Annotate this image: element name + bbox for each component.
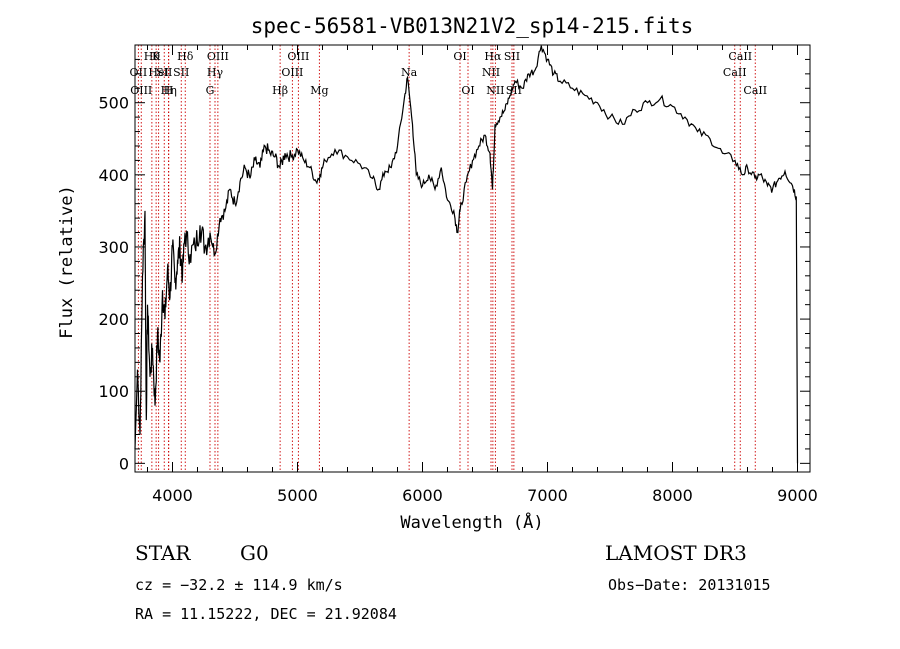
x-axis-ticks: 4000 5000 6000 7000 8000 9000 bbox=[147, 45, 818, 505]
spectral-line-label: OII bbox=[130, 66, 148, 79]
redshift-velocity: cz = −32.2 ± 114.9 km/s bbox=[135, 576, 343, 594]
spectral-line-label: Hα bbox=[484, 50, 502, 63]
spectral-line-label: OIII bbox=[207, 50, 229, 63]
spectral-line-label: OIII bbox=[287, 50, 309, 63]
sky-coordinates: RA = 11.15222, DEC = 21.92084 bbox=[135, 605, 397, 623]
spectral-line-label: OIII bbox=[281, 66, 303, 79]
spectral-line-label: Hβ bbox=[272, 84, 288, 97]
spectral-line-label: SII bbox=[506, 84, 522, 97]
spectral-line-label: NII bbox=[482, 66, 500, 79]
spectral-line-label: HeI bbox=[148, 66, 168, 79]
x-tick-label: 9000 bbox=[777, 486, 818, 505]
spectral-line-label: NII bbox=[486, 84, 504, 97]
spectral-line-label: CaII bbox=[728, 50, 752, 63]
x-tick-label: 5000 bbox=[277, 486, 318, 505]
y-tick-label: 200 bbox=[98, 310, 129, 329]
spectral-line-label: CaII bbox=[723, 66, 747, 79]
spectral-line-label: OI bbox=[461, 84, 474, 97]
spectrum-series-line bbox=[134, 45, 799, 464]
spectral-line-label: Hη bbox=[161, 84, 177, 97]
y-tick-label: 300 bbox=[98, 238, 129, 257]
y-tick-label: 100 bbox=[98, 382, 129, 401]
spectral-line-label: Hγ bbox=[207, 66, 224, 79]
chart-title: spec-56581-VB013N21V2_sp14-215.fits bbox=[251, 14, 694, 38]
survey-name: LAMOST DR3 bbox=[605, 541, 747, 565]
object-subclass: G0 bbox=[240, 541, 269, 565]
x-tick-label: 8000 bbox=[652, 486, 693, 505]
y-axis-ticks: 0 100 200 300 400 500 bbox=[98, 58, 810, 473]
spectral-line-label: Hδ bbox=[177, 50, 194, 63]
x-axis-label: Wavelength (Å) bbox=[400, 511, 543, 533]
spectral-line-label: CaII bbox=[743, 84, 767, 97]
x-tick-label: 6000 bbox=[402, 486, 443, 505]
spectral-line-label: SII bbox=[504, 50, 520, 63]
spectral-line-label: Hθ bbox=[144, 50, 161, 63]
y-tick-label: 400 bbox=[98, 166, 129, 185]
spectral-line-label: Mg bbox=[310, 84, 328, 97]
spectral-line-label: OIII bbox=[130, 84, 152, 97]
spectral-line-markers bbox=[137, 45, 756, 472]
y-tick-label: 0 bbox=[119, 454, 129, 473]
spectral-line-label: SII bbox=[156, 66, 172, 79]
spectral-line-label: Na bbox=[401, 66, 418, 79]
spectral-line-label: SII bbox=[173, 66, 189, 79]
x-tick-label: 7000 bbox=[527, 486, 568, 505]
spectral-line-label: H bbox=[164, 84, 174, 97]
plot-frame bbox=[134, 44, 811, 473]
spectral-line-label: OI bbox=[453, 50, 466, 63]
spectral-line-label: K bbox=[152, 50, 161, 63]
observation-date: Obs−Date: 20131015 bbox=[608, 576, 771, 594]
y-tick-label: 500 bbox=[98, 94, 129, 113]
y-axis-label: Flux (relative) bbox=[57, 185, 77, 339]
x-tick-label: 4000 bbox=[152, 486, 193, 505]
spectral-line-label: G bbox=[206, 84, 215, 97]
object-class: STAR bbox=[135, 541, 191, 565]
